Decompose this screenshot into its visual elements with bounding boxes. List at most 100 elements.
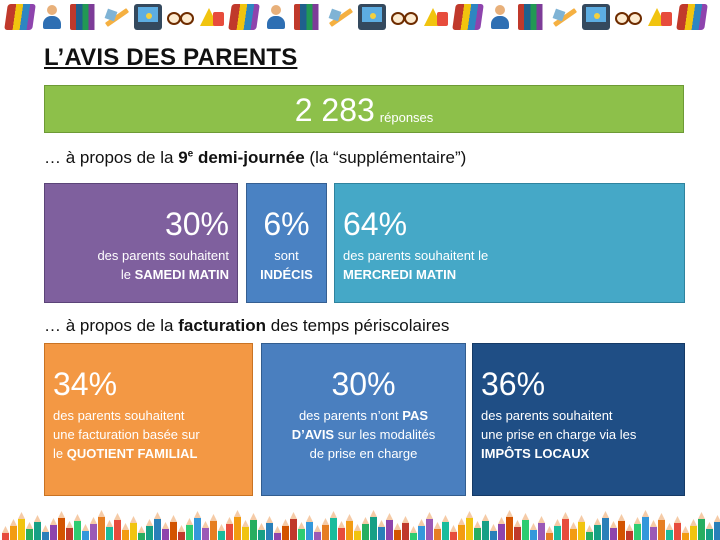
stat-percent: 34% bbox=[53, 366, 118, 402]
pencil-icon bbox=[338, 521, 345, 540]
stat-box-pas-d-avis: 30% des parents n’ont PAS D’AVIS sur les… bbox=[261, 343, 466, 496]
pencil-icon bbox=[218, 524, 225, 540]
pencil-icon bbox=[450, 525, 457, 540]
pencil-icon bbox=[106, 520, 113, 540]
pencil-icon bbox=[514, 520, 521, 540]
person-icon bbox=[38, 4, 66, 30]
glasses-icon bbox=[614, 4, 642, 30]
pencil-icon bbox=[594, 518, 601, 540]
pencil-icon bbox=[82, 524, 89, 540]
colored-pencils-icon bbox=[2, 510, 720, 540]
pencil-icon bbox=[138, 526, 145, 540]
pencil-icon bbox=[18, 512, 25, 540]
book-icon bbox=[4, 4, 36, 30]
pencil-icon bbox=[282, 519, 289, 540]
pencil-icon bbox=[490, 524, 497, 540]
books-icon bbox=[294, 4, 322, 30]
pencil-icon bbox=[634, 517, 641, 540]
pencil-icon bbox=[306, 515, 313, 540]
pencil-icon bbox=[378, 520, 385, 540]
pencil-icon bbox=[346, 514, 353, 540]
pencil-icon bbox=[370, 510, 377, 540]
pencil-icon bbox=[474, 521, 481, 540]
book-icon bbox=[452, 4, 484, 30]
pencil-icon bbox=[314, 525, 321, 540]
pencil-icon bbox=[530, 523, 537, 540]
stat-description: des parents n’ont PAS D’AVIS sur les mod… bbox=[291, 408, 436, 461]
pencil-icon bbox=[466, 511, 473, 540]
pencil-icon bbox=[554, 519, 561, 540]
pencil-icon bbox=[586, 525, 593, 540]
pencil-icon bbox=[642, 510, 649, 540]
stat-percent: 36% bbox=[481, 366, 546, 402]
screen-icon bbox=[582, 4, 610, 30]
pencil-icon bbox=[266, 516, 273, 540]
responses-count: 2 283 bbox=[294, 92, 375, 128]
pencil-icon bbox=[578, 515, 585, 540]
pencil-icon bbox=[330, 511, 337, 540]
page-title: L’AVIS DES PARENTS bbox=[44, 44, 298, 71]
pencil-icon bbox=[418, 519, 425, 540]
pencil-icon bbox=[610, 521, 617, 540]
pencil-icon bbox=[570, 522, 577, 540]
stat-box-quotient-familial: 34% des parents souhaitent une facturati… bbox=[44, 343, 253, 496]
stat-description: des parents souhaitent une facturation b… bbox=[53, 408, 200, 461]
pencil-icon bbox=[326, 4, 354, 30]
pencil-icon bbox=[90, 517, 97, 540]
pencil-icon bbox=[162, 522, 169, 540]
pencil-icon bbox=[562, 512, 569, 540]
pencil-icon bbox=[298, 522, 305, 540]
pencil-icon bbox=[210, 514, 217, 540]
pencil-icon bbox=[242, 520, 249, 540]
pencil-icon bbox=[10, 519, 17, 540]
responses-banner: 2 283 réponses bbox=[44, 85, 684, 133]
pencil-icon bbox=[2, 526, 9, 540]
pencil-icon bbox=[50, 518, 57, 540]
pencil-icon bbox=[58, 511, 65, 540]
pencil-icon bbox=[690, 519, 697, 540]
pencil-icon bbox=[482, 514, 489, 540]
abc-icon bbox=[198, 4, 226, 30]
pencil-icon bbox=[290, 512, 297, 540]
stat-box-impots-locaux: 36% des parents souhaitent une prise en … bbox=[472, 343, 685, 496]
stat-description: sont INDÉCIS bbox=[260, 248, 313, 282]
pencil-icon bbox=[154, 512, 161, 540]
pencil-icon bbox=[498, 517, 505, 540]
pencil-icon bbox=[522, 513, 529, 540]
section-heading-demi-journee: … à propos de la 9e demi-journée (la “su… bbox=[44, 148, 467, 167]
screen-icon bbox=[358, 4, 386, 30]
pencil-icon bbox=[550, 4, 578, 30]
pencil-icon bbox=[698, 512, 705, 540]
section-heading-facturation: … à propos de la facturation des temps p… bbox=[44, 316, 450, 335]
abc-icon bbox=[422, 4, 450, 30]
pencil-icon bbox=[34, 515, 41, 540]
pencil-icon bbox=[674, 516, 681, 540]
pencil-icon bbox=[102, 4, 130, 30]
person-icon bbox=[262, 4, 290, 30]
screen-icon bbox=[134, 4, 162, 30]
pencil-icon bbox=[130, 516, 137, 540]
pencil-icon bbox=[66, 521, 73, 540]
pencil-icon bbox=[194, 511, 201, 540]
responses-unit: réponses bbox=[379, 110, 434, 126]
pencil-icon bbox=[506, 510, 513, 540]
pencil-icon bbox=[402, 516, 409, 540]
pencil-icon bbox=[122, 523, 129, 540]
pencil-icon bbox=[538, 516, 545, 540]
books-icon bbox=[518, 4, 546, 30]
pencil-icon bbox=[666, 523, 673, 540]
stat-percent: 30% bbox=[164, 206, 229, 242]
pencil-icon bbox=[426, 512, 433, 540]
top-decorative-border bbox=[0, 0, 720, 36]
pencil-icon bbox=[258, 523, 265, 540]
pencil-icon bbox=[322, 518, 329, 540]
pencil-icon bbox=[706, 522, 713, 540]
book-icon bbox=[676, 4, 708, 30]
stat-box-indecis: 6% sont INDÉCIS bbox=[246, 183, 327, 303]
stat-percent: 64% bbox=[343, 206, 408, 242]
glasses-icon bbox=[390, 4, 418, 30]
stat-description: des parents souhaitent le SAMEDI MATIN bbox=[97, 248, 229, 282]
stat-description: des parents souhaitent une prise en char… bbox=[481, 408, 637, 461]
pencil-icon bbox=[146, 519, 153, 540]
pencil-icon bbox=[658, 513, 665, 540]
